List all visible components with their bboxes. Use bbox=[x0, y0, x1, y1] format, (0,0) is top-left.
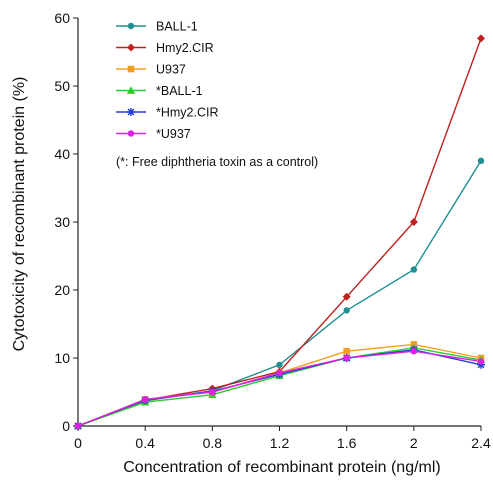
x-tick-label: 2 bbox=[410, 435, 418, 451]
legend-swatch-marker bbox=[126, 86, 136, 94]
y-tick-label: 30 bbox=[54, 214, 70, 230]
legend-item-ctrl-ball-1: *BALL-1 bbox=[116, 84, 203, 98]
data-point-ctrl-u937 bbox=[209, 388, 216, 396]
series-line-ctrl-hmy2-cir bbox=[77, 349, 482, 427]
data-point-hmy2-cir bbox=[342, 292, 351, 301]
y-tick-label: 0 bbox=[62, 418, 70, 434]
legend-swatch-marker bbox=[127, 22, 135, 30]
x-tick-label: 1.6 bbox=[337, 435, 357, 451]
y-tick-label: 40 bbox=[54, 146, 70, 162]
data-point-ctrl-u937 bbox=[343, 354, 350, 362]
legend-item-ball-1: BALL-1 bbox=[116, 20, 198, 34]
data-point-ctrl-u937 bbox=[410, 348, 418, 355]
legend-label: *U937 bbox=[156, 127, 191, 141]
legend-item-ctrl-u937: *U937 bbox=[116, 127, 191, 141]
data-point-ctrl-u937 bbox=[74, 422, 82, 430]
series-line-u937 bbox=[77, 343, 482, 427]
legend-label: Hmy2.CIR bbox=[156, 41, 214, 55]
legend-item-u937: U937 bbox=[116, 63, 186, 77]
y-tick-label: 50 bbox=[54, 78, 70, 94]
legend-swatch-marker bbox=[127, 130, 135, 137]
data-point-ball-1 bbox=[410, 266, 418, 273]
data-point-ball-1 bbox=[477, 157, 485, 164]
data-point-u937 bbox=[343, 347, 350, 355]
legend-swatch-marker bbox=[127, 43, 135, 52]
y-tick-label: 10 bbox=[54, 350, 70, 366]
legend-item-hmy2-cir: Hmy2.CIR bbox=[116, 41, 214, 55]
y-axis-ticks: 0 10 20 30 40 50 60 bbox=[54, 10, 78, 434]
data-point-hmy2-cir bbox=[409, 218, 418, 226]
data-point-ctrl-hmy2-cir bbox=[477, 360, 485, 369]
x-axis-ticks: 0 0.4 0.8 1.2 1.6 2 2.4 bbox=[74, 426, 491, 451]
legend-label: BALL-1 bbox=[156, 20, 198, 34]
data-point-ctrl-u937 bbox=[477, 358, 485, 365]
series-markers bbox=[73, 34, 486, 430]
data-point-ball-1 bbox=[276, 361, 283, 368]
x-tick-label: 0 bbox=[74, 435, 82, 451]
series-line-ctrl-ball-1 bbox=[77, 347, 482, 427]
legend-note: (*: Free diphtheria toxin as a control) bbox=[116, 155, 318, 169]
data-point-hmy2-cir bbox=[477, 34, 485, 43]
legend: BALL-1 Hmy2.CIR U937 *BALL-1 *Hmy2.CIR *U937 bbox=[116, 20, 219, 141]
x-tick-label: 1.2 bbox=[270, 435, 290, 451]
data-point-ball-1 bbox=[343, 307, 350, 314]
series-line-ball-1 bbox=[77, 160, 482, 427]
x-tick-label: 0.4 bbox=[135, 435, 155, 451]
legend-label: *Hmy2.CIR bbox=[156, 106, 219, 120]
data-point-ctrl-u937 bbox=[276, 369, 283, 377]
x-tick-label: 2.4 bbox=[471, 435, 491, 451]
x-tick-label: 0.8 bbox=[203, 435, 223, 451]
legend-item-ctrl-hmy2-cir: *Hmy2.CIR bbox=[116, 106, 219, 120]
legend-swatch-marker bbox=[127, 65, 135, 73]
data-point-ctrl-u937 bbox=[141, 396, 149, 403]
legend-label: *BALL-1 bbox=[156, 84, 203, 98]
y-tick-label: 60 bbox=[54, 10, 70, 26]
x-axis-title: Concentration of recombinant protein (ng… bbox=[123, 459, 441, 476]
legend-label: U937 bbox=[156, 63, 186, 77]
legend-swatch-marker bbox=[127, 108, 135, 116]
y-tick-label: 20 bbox=[54, 282, 70, 298]
y-axis-title: Cytotoxicity of recombinant protein (%) bbox=[11, 77, 28, 352]
